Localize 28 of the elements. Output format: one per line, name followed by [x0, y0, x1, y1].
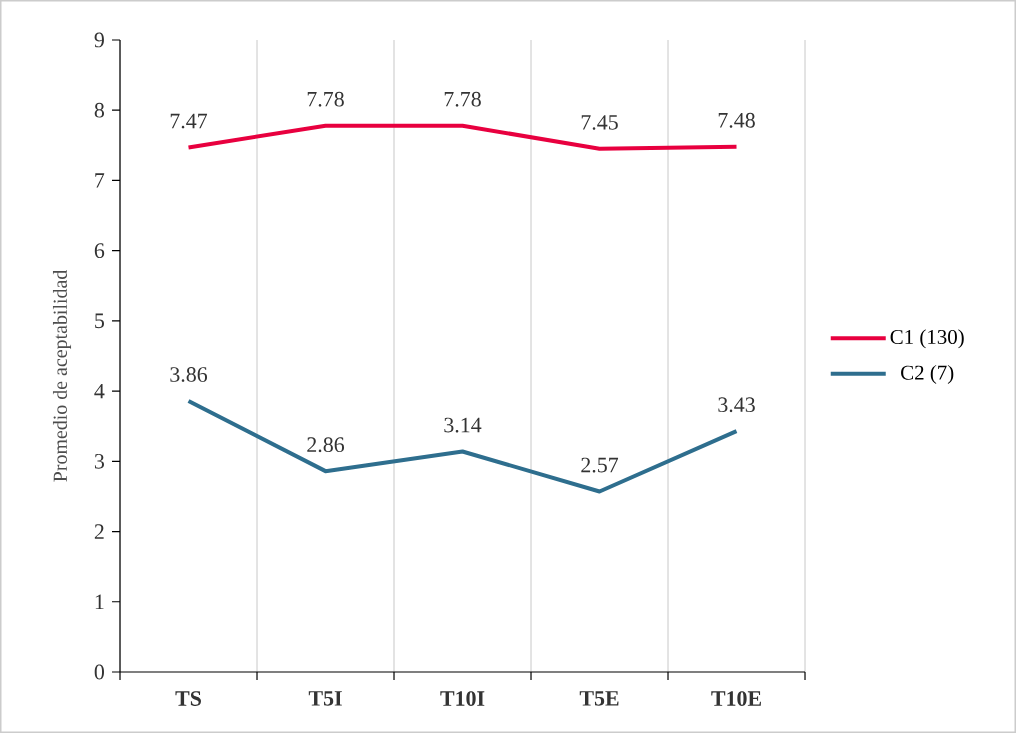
data-label: 2.86 — [307, 437, 345, 453]
x-tick-label: T5I — [308, 691, 342, 706]
y-tick-label: 2 — [94, 524, 104, 539]
y-axis-title: Promedio de aceptabilidad — [52, 269, 72, 482]
y-tick-label: 3 — [94, 453, 104, 469]
x-tick-label: T5E — [579, 691, 619, 706]
y-tick-label: 9 — [94, 32, 104, 48]
x-tick-label: TS — [175, 691, 201, 706]
data-label: 3.14 — [444, 417, 482, 433]
x-tick-label: T10E — [711, 691, 761, 706]
data-label: 7.47 — [170, 113, 208, 129]
data-label: 7.48 — [718, 112, 755, 128]
y-tick-label: 0 — [94, 664, 104, 680]
y-tick-label: 7 — [95, 173, 105, 188]
legend-label: C1 (130) — [890, 329, 964, 349]
data-label: 3.43 — [718, 397, 755, 413]
y-tick-label: 8 — [94, 102, 104, 118]
x-tick-label: T10I — [440, 691, 485, 706]
y-tick-label: 6 — [94, 243, 105, 259]
y-tick-label: 4 — [94, 383, 105, 399]
data-label: 7.78 — [444, 91, 481, 107]
data-label: 7.78 — [307, 91, 344, 107]
data-label: 7.45 — [581, 115, 618, 130]
data-label: 3.86 — [170, 367, 208, 382]
y-tick-label: 1 — [95, 594, 104, 609]
legend-label: C2 (7) — [901, 364, 954, 384]
data-label: 2.57 — [581, 457, 619, 473]
y-tick-label: 5 — [95, 313, 104, 329]
